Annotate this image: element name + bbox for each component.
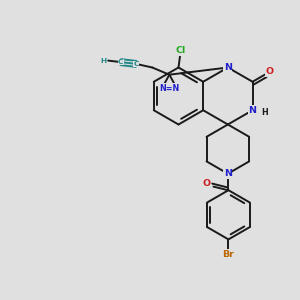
Text: N: N bbox=[224, 169, 232, 178]
Text: C: C bbox=[134, 61, 139, 67]
Text: O: O bbox=[266, 67, 274, 76]
Text: Cl: Cl bbox=[175, 46, 185, 55]
Text: N=N: N=N bbox=[159, 84, 179, 93]
Text: N: N bbox=[248, 106, 256, 115]
Text: N: N bbox=[224, 63, 232, 72]
Text: C: C bbox=[118, 59, 124, 65]
Text: H: H bbox=[100, 58, 106, 64]
Text: Br: Br bbox=[223, 250, 234, 259]
Text: H: H bbox=[262, 108, 268, 117]
Text: O: O bbox=[203, 179, 211, 188]
